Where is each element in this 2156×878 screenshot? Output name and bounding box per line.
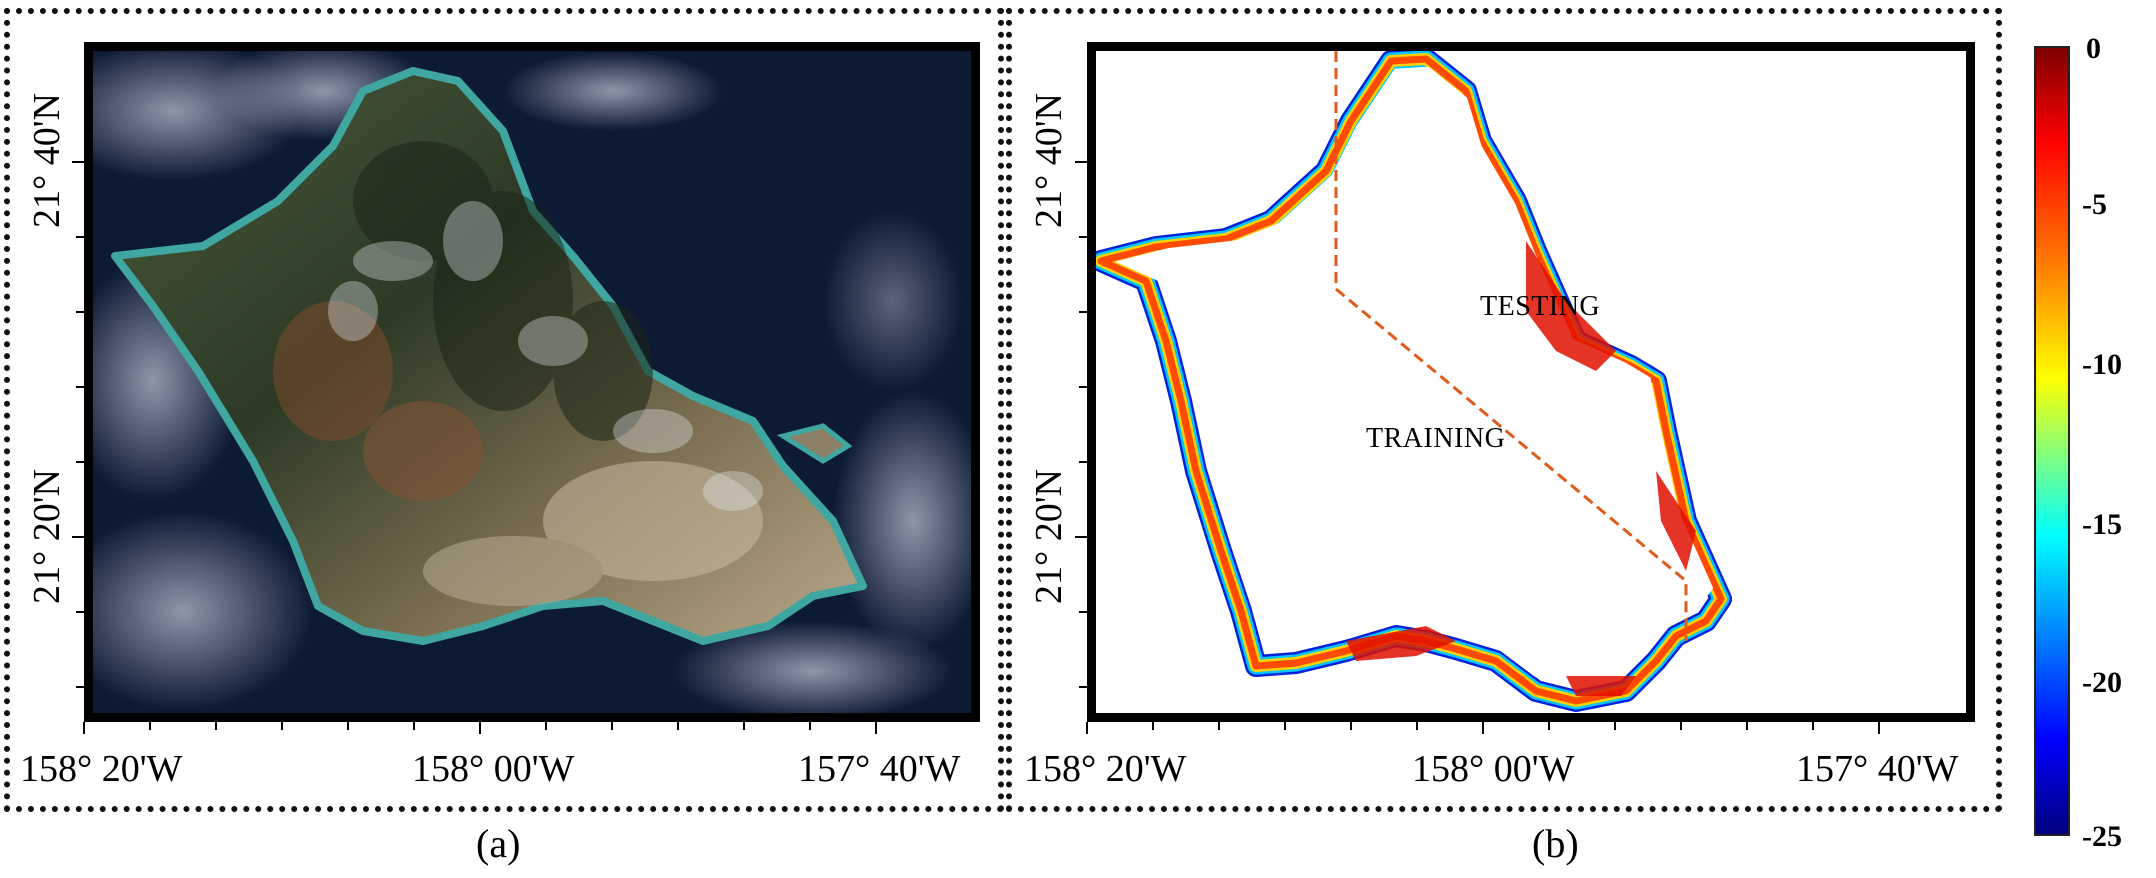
- colorbar-tick-25: -25: [2082, 820, 2122, 853]
- panel-b-x-tick-2: 158° 00'W: [1412, 748, 1575, 790]
- colorbar-tick-0: 0: [2086, 32, 2101, 65]
- panel-b-x-tick-1: 158° 20'W: [1024, 748, 1187, 790]
- training-region-label: TRAINING: [1366, 423, 1506, 454]
- panel-a-caption: (a): [476, 821, 521, 866]
- panel-a-y-tick-1: 21° 40'N: [26, 93, 68, 228]
- panel-a-axis-ticks: [72, 161, 877, 734]
- panel-a-frame: [4, 8, 1004, 812]
- panel-b-frame: [1006, 8, 2002, 812]
- cloud-cover: [93, 51, 971, 713]
- colorbar-tick-20: -20: [2082, 666, 2122, 699]
- satellite-image-map: [84, 42, 980, 722]
- panel-a-y-tick-2: 21° 20'N: [26, 469, 68, 604]
- colorbar-tick-15: -15: [2082, 508, 2122, 541]
- panel-b-y-tick-1: 21° 40'N: [1028, 93, 1070, 228]
- colorbar-tick-5: -5: [2082, 188, 2107, 221]
- panel-b-x-tick-3: 157° 40'W: [1796, 748, 1959, 790]
- panel-a-x-tick-2: 158° 00'W: [412, 748, 575, 790]
- testing-region-label: TESTING: [1480, 291, 1601, 322]
- bathymetry-image: [1096, 51, 1732, 712]
- panel-b-y-tick-2: 21° 20'N: [1028, 469, 1070, 604]
- satellite-image: [93, 51, 971, 713]
- panel-a-x-tick-1: 158° 20'W: [20, 748, 183, 790]
- panel-b-axis-ticks: [1075, 161, 1880, 734]
- panel-b-caption: (b): [1532, 821, 1579, 866]
- shallow-shelf: [1346, 241, 1696, 696]
- panel-a-x-tick-3: 157° 40'W: [798, 748, 961, 790]
- nearshore-bathymetry: [1096, 51, 1732, 712]
- bathymetry-map: TESTING TRAINING: [1087, 42, 1975, 722]
- terrain-texture: [273, 141, 763, 606]
- train-test-split-line: [1334, 51, 1688, 641]
- depth-colorbar: [2034, 46, 2070, 836]
- colorbar-tick-10: -10: [2082, 348, 2122, 381]
